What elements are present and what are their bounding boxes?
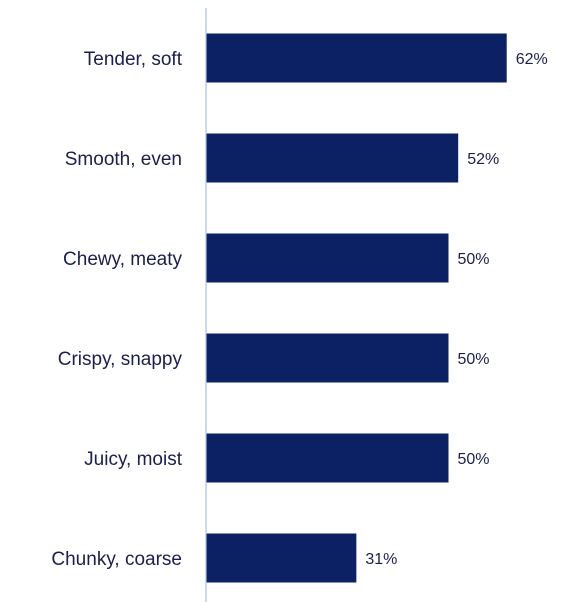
category-label: Tender, soft	[84, 49, 183, 70]
category-label: Juicy, moist	[84, 449, 183, 470]
bar-0	[206, 33, 507, 83]
bar-4	[206, 433, 449, 483]
bar-2	[206, 233, 449, 283]
value-label: 50%	[458, 451, 490, 468]
value-label: 50%	[458, 351, 490, 368]
category-label: Crispy, snappy	[58, 349, 183, 370]
value-label: 31%	[365, 551, 397, 568]
category-label: Chewy, meaty	[63, 249, 182, 270]
value-labels: 62% 52% 50% 50% 50% 31%	[365, 51, 547, 568]
bar-1	[206, 133, 459, 183]
value-label: 50%	[458, 251, 490, 268]
bar-5	[206, 533, 357, 583]
bar-3	[206, 333, 449, 383]
category-label: Chunky, coarse	[51, 549, 182, 570]
value-label: 52%	[467, 151, 499, 168]
bars-group	[206, 33, 507, 583]
category-label: Smooth, even	[65, 149, 182, 170]
category-labels: Tender, soft Smooth, even Chewy, meaty Cris…	[51, 49, 182, 570]
value-label: 62%	[516, 51, 548, 68]
